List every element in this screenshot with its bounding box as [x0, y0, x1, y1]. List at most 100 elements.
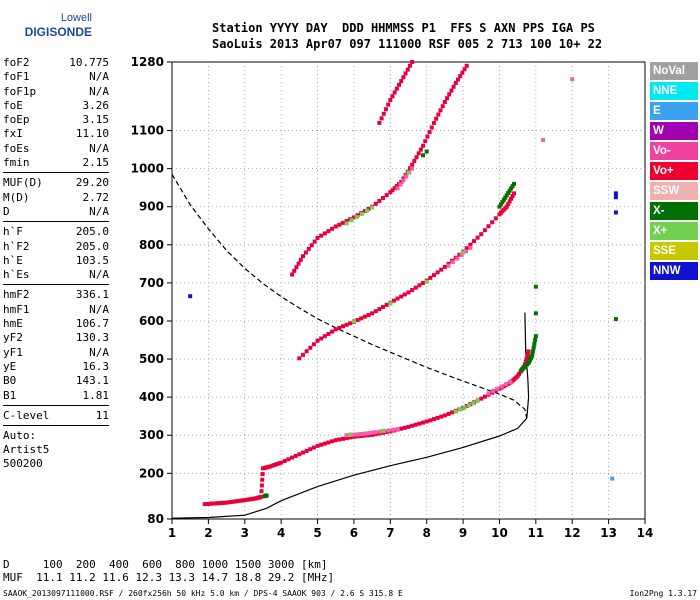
echo-point [311, 445, 316, 450]
echo-point [425, 134, 430, 139]
echo-point [403, 71, 408, 76]
echo-point [402, 292, 407, 297]
legend-item: E [650, 102, 698, 120]
echo-point [424, 149, 429, 154]
echo-point [272, 462, 277, 467]
param-row: fxI 11.10 [3, 127, 109, 141]
param-row: yE 16.3 [3, 360, 109, 374]
echo-point [463, 249, 468, 254]
param-key: h`F2 [3, 239, 30, 253]
echo-point [235, 499, 240, 504]
legend-item: Vo- [650, 142, 698, 160]
echo-point [293, 453, 298, 458]
echo-point [341, 324, 346, 329]
echo-point [499, 384, 504, 389]
echo-point [424, 419, 429, 424]
echo-point [418, 147, 423, 152]
param-value: N/A [89, 268, 109, 282]
param-key: foEs [3, 141, 30, 155]
param-row: M(D) 2.72 [3, 191, 109, 205]
echo-point [344, 322, 349, 327]
param-row: foEp 3.15 [3, 113, 109, 127]
digisonde-logo: Lowell DIGISONDE [2, 8, 102, 44]
param-row: MUF(D) 29.20 [3, 176, 109, 190]
echo-point [356, 432, 361, 437]
echo-point [531, 345, 536, 350]
y-tick-label: 1280 [131, 55, 164, 69]
echo-point [222, 500, 227, 505]
y-tick-label: 300 [139, 428, 164, 442]
y-tick-label: 900 [139, 200, 164, 214]
echo-point [268, 464, 273, 469]
echo-point [353, 432, 358, 437]
x-tick-label: 2 [204, 526, 212, 540]
echo-point [348, 321, 353, 326]
x-tick-label: 6 [350, 526, 358, 540]
echo-point [464, 403, 469, 408]
echo-point [395, 296, 400, 301]
echo-point [439, 267, 444, 272]
echo-point [237, 498, 242, 503]
param-value: 3.26 [82, 98, 110, 112]
auto-artist: Artist5 [3, 443, 50, 457]
polarization-legend: NoVal NNE E W Vo- Vo+ SSW X- X+ SSE NNW [650, 62, 698, 282]
echo-point [259, 494, 264, 499]
echo-point [220, 500, 225, 505]
param-key: C-level [3, 408, 50, 422]
echo-point [259, 489, 264, 494]
echo-point [344, 221, 349, 226]
echo-point [475, 235, 480, 240]
param-row: D N/A [3, 205, 109, 219]
echo-point [447, 92, 452, 97]
echo-point [471, 239, 476, 244]
echo-point [510, 184, 515, 189]
param-key: fmin [3, 156, 30, 170]
separator [3, 425, 109, 427]
echo-point [501, 384, 506, 389]
echo-point [390, 188, 395, 193]
echo-point [424, 279, 429, 284]
param-group-1: foF2 10.775 foF1 N/A foF1p N/A foE 3.26 foEp 3.15… [3, 56, 109, 170]
echo-point [431, 120, 436, 125]
echo-point [300, 254, 305, 259]
footer-muf-row: MUF 11.1 11.2 11.6 12.3 13.3 14.7 18.8 2… [3, 571, 335, 584]
echo-point [451, 84, 456, 89]
param-key: yF2 [3, 331, 23, 345]
param-key: fxI [3, 127, 23, 141]
echo-point [464, 63, 469, 68]
echo-point [274, 462, 279, 467]
echo-point [362, 208, 367, 213]
echo-point [506, 381, 511, 386]
echo-point [407, 166, 412, 171]
echo-point [446, 263, 451, 268]
echo-point [490, 220, 495, 225]
echo-point [383, 107, 388, 112]
echo-point [392, 186, 397, 191]
y-tick-label: 400 [139, 390, 164, 404]
param-value: 10.775 [69, 56, 109, 69]
echo-point [613, 191, 618, 196]
param-key: B0 [3, 374, 17, 388]
echo-point [458, 407, 463, 412]
param-key: M(D) [3, 190, 30, 204]
echo-point [294, 265, 299, 270]
echo-point [381, 196, 386, 201]
echo-point [506, 191, 511, 196]
echo-point [381, 304, 386, 309]
echo-point [326, 440, 331, 445]
x-tick-label: 5 [313, 526, 321, 540]
echo-point [308, 345, 313, 350]
echo-point [204, 501, 209, 506]
header-line1: Station YYYY DAY DDD HHMMSS P1 FFS S AXN… [212, 21, 595, 35]
echo-point [512, 181, 517, 186]
echo-point [312, 239, 317, 244]
echo-point [377, 198, 382, 203]
echo-point [233, 499, 238, 504]
echo-point [429, 125, 434, 130]
echo-point [348, 435, 353, 440]
echo-point [541, 138, 546, 143]
param-value: N/A [89, 70, 109, 84]
echo-point [322, 231, 327, 236]
echo-point [370, 311, 375, 316]
